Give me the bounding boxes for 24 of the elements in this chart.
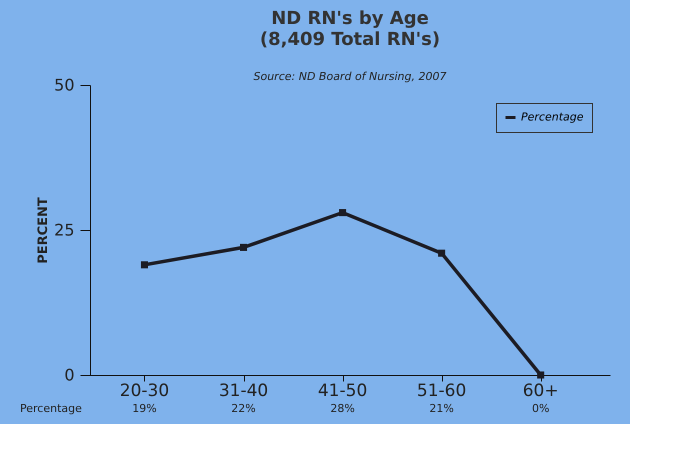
data-label: 22% [231,402,256,415]
data-label: 0% [532,402,550,415]
source-note: Source: ND Board of Nursing, 2007 [254,70,446,83]
chart-subtitle: (8,409 Total RN's) [260,29,440,50]
data-label: 28% [330,402,355,415]
text: Percentage [20,402,82,415]
point [537,371,544,379]
data-label: 21% [429,402,454,415]
chart-title: ND RN's by Age [271,8,429,29]
y-tick-label: 50 [54,76,74,94]
data-label: 19% [132,402,157,415]
y-axis-title: PERCENT [36,197,52,264]
point [240,244,248,251]
y-tick-label: 25 [54,220,74,240]
y-tick-label: 0 [64,366,74,384]
point [438,250,446,257]
x-tick-label: 20-30 [120,381,170,401]
point [339,209,346,216]
x-tick-label: 51-60 [416,381,466,401]
point [140,261,148,268]
legend-label: Percentage [521,110,584,124]
x-tick-label: 31-40 [218,381,268,401]
x-tick-label: 60+ [522,381,559,401]
x-tick-label: 41-50 [318,381,368,401]
